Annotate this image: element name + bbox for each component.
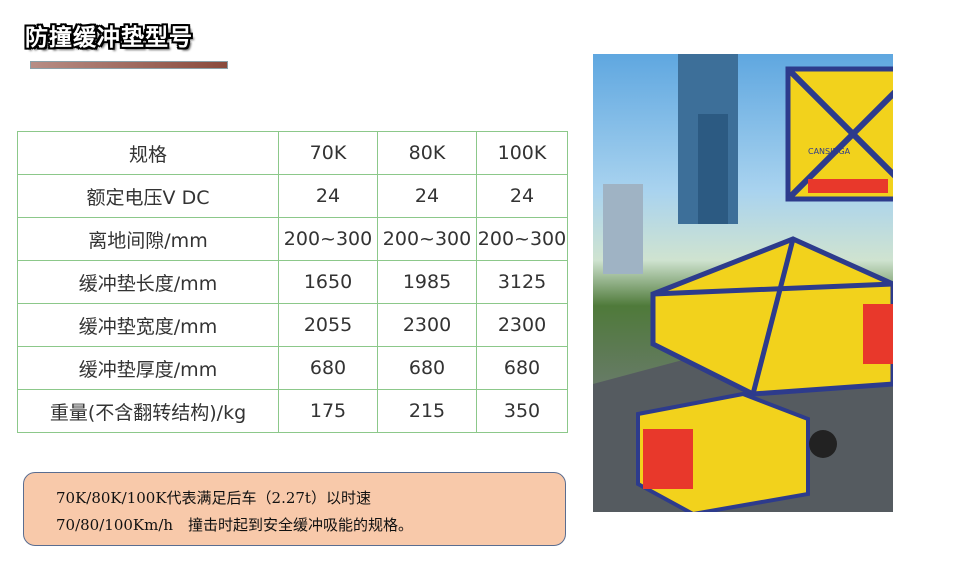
table-row: 额定电压V DC 24 24 24 bbox=[17, 174, 568, 218]
table-cell: 200~300 bbox=[476, 217, 568, 261]
table-cell: 200~300 bbox=[278, 217, 378, 261]
cushion-top bbox=[785, 66, 893, 202]
cushion-bottom bbox=[636, 391, 837, 512]
table-cell: 70K bbox=[278, 131, 378, 175]
table-cell: 离地间隙/mm bbox=[17, 217, 279, 261]
table-cell: 2300 bbox=[377, 303, 477, 347]
table-cell: 2055 bbox=[278, 303, 378, 347]
table-cell: 24 bbox=[377, 174, 477, 218]
table-cell: 175 bbox=[278, 389, 378, 433]
table-cell: 200~300 bbox=[377, 217, 477, 261]
table-cell: 3125 bbox=[476, 260, 568, 304]
table-cell: 1650 bbox=[278, 260, 378, 304]
table-row: 缓冲垫长度/mm 1650 1985 3125 bbox=[17, 260, 568, 304]
table-cell: 680 bbox=[278, 346, 378, 390]
table-row: 离地间隙/mm 200~300 200~300 200~300 bbox=[17, 217, 568, 261]
table-cell: 2300 bbox=[476, 303, 568, 347]
table-cell: 24 bbox=[476, 174, 568, 218]
note-line-1: 70K/80K/100K代表满足后车（2.27t）以时速 bbox=[56, 489, 371, 507]
table-cell: 缓冲垫宽度/mm bbox=[17, 303, 279, 347]
table-cell: 重量(不含翻转结构)/kg bbox=[17, 389, 279, 433]
table-row: 缓冲垫厚度/mm 680 680 680 bbox=[17, 346, 568, 390]
table-cell: 680 bbox=[476, 346, 568, 390]
table-header-row: 规格 70K 80K 100K bbox=[17, 131, 568, 175]
table-cell: 100K bbox=[476, 131, 568, 175]
brand-logo: CANSINGA bbox=[808, 147, 851, 156]
title-underline bbox=[30, 61, 228, 69]
table-cell: 24 bbox=[278, 174, 378, 218]
table-cell: 680 bbox=[377, 346, 477, 390]
table-row: 重量(不含翻转结构)/kg 175 215 350 bbox=[17, 389, 568, 433]
table-cell: 1985 bbox=[377, 260, 477, 304]
spec-table: 规格 70K 80K 100K 额定电压V DC 24 24 24 离地间隙/mm 200~300… bbox=[17, 131, 568, 433]
product-photo: CANSINGA bbox=[593, 54, 893, 512]
note-line-2: 70/80/100Km/h 撞击时起到安全缓冲吸能的规格。 bbox=[56, 516, 414, 534]
table-cell: 额定电压V DC bbox=[17, 174, 279, 218]
table-cell: 缓冲垫长度/mm bbox=[17, 260, 279, 304]
cushion-middle bbox=[650, 236, 893, 397]
table-cell: 规格 bbox=[17, 131, 279, 175]
table-cell: 缓冲垫厚度/mm bbox=[17, 346, 279, 390]
page-title: 防撞缓冲垫型号 bbox=[25, 25, 193, 51]
note-box: 70K/80K/100K代表满足后车（2.27t）以时速 70/80/100Km… bbox=[23, 472, 566, 546]
cushion-illustration: CANSINGA bbox=[593, 54, 893, 512]
table-row: 缓冲垫宽度/mm 2055 2300 2300 bbox=[17, 303, 568, 347]
table-cell: 80K bbox=[377, 131, 477, 175]
table-cell: 215 bbox=[377, 389, 477, 433]
table-cell: 350 bbox=[476, 389, 568, 433]
